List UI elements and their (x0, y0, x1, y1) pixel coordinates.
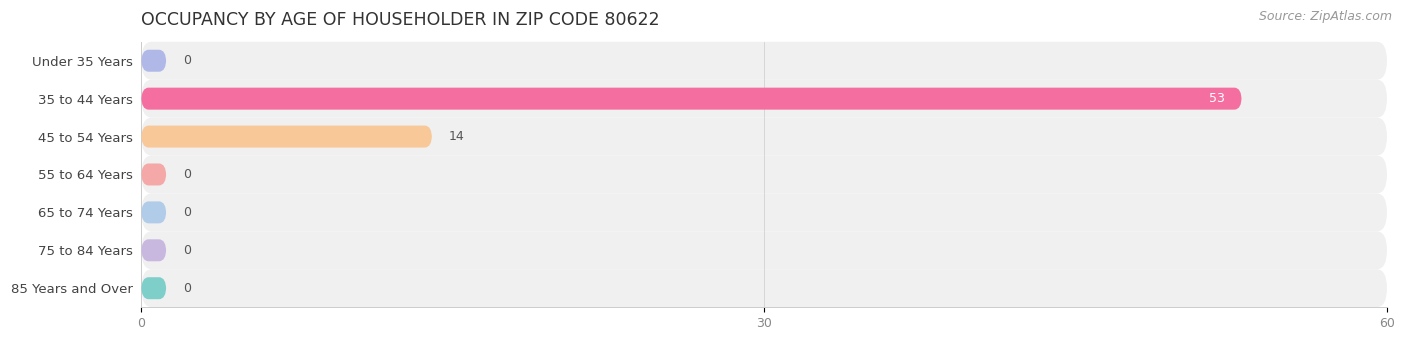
FancyBboxPatch shape (142, 80, 1386, 118)
FancyBboxPatch shape (142, 125, 432, 148)
Text: 0: 0 (183, 54, 191, 67)
Text: 0: 0 (183, 244, 191, 257)
FancyBboxPatch shape (142, 88, 1241, 110)
FancyBboxPatch shape (142, 277, 166, 299)
FancyBboxPatch shape (142, 42, 1386, 80)
FancyBboxPatch shape (142, 269, 1386, 307)
FancyBboxPatch shape (142, 155, 1386, 193)
FancyBboxPatch shape (142, 50, 166, 72)
Text: 53: 53 (1209, 92, 1225, 105)
FancyBboxPatch shape (142, 239, 166, 261)
Text: Source: ZipAtlas.com: Source: ZipAtlas.com (1258, 10, 1392, 23)
Text: 14: 14 (449, 130, 464, 143)
Text: 0: 0 (183, 282, 191, 295)
FancyBboxPatch shape (142, 202, 166, 223)
FancyBboxPatch shape (142, 163, 166, 186)
Text: OCCUPANCY BY AGE OF HOUSEHOLDER IN ZIP CODE 80622: OCCUPANCY BY AGE OF HOUSEHOLDER IN ZIP C… (142, 11, 659, 29)
Text: 0: 0 (183, 206, 191, 219)
FancyBboxPatch shape (142, 118, 1386, 155)
FancyBboxPatch shape (142, 193, 1386, 231)
Text: 0: 0 (183, 168, 191, 181)
FancyBboxPatch shape (142, 231, 1386, 269)
